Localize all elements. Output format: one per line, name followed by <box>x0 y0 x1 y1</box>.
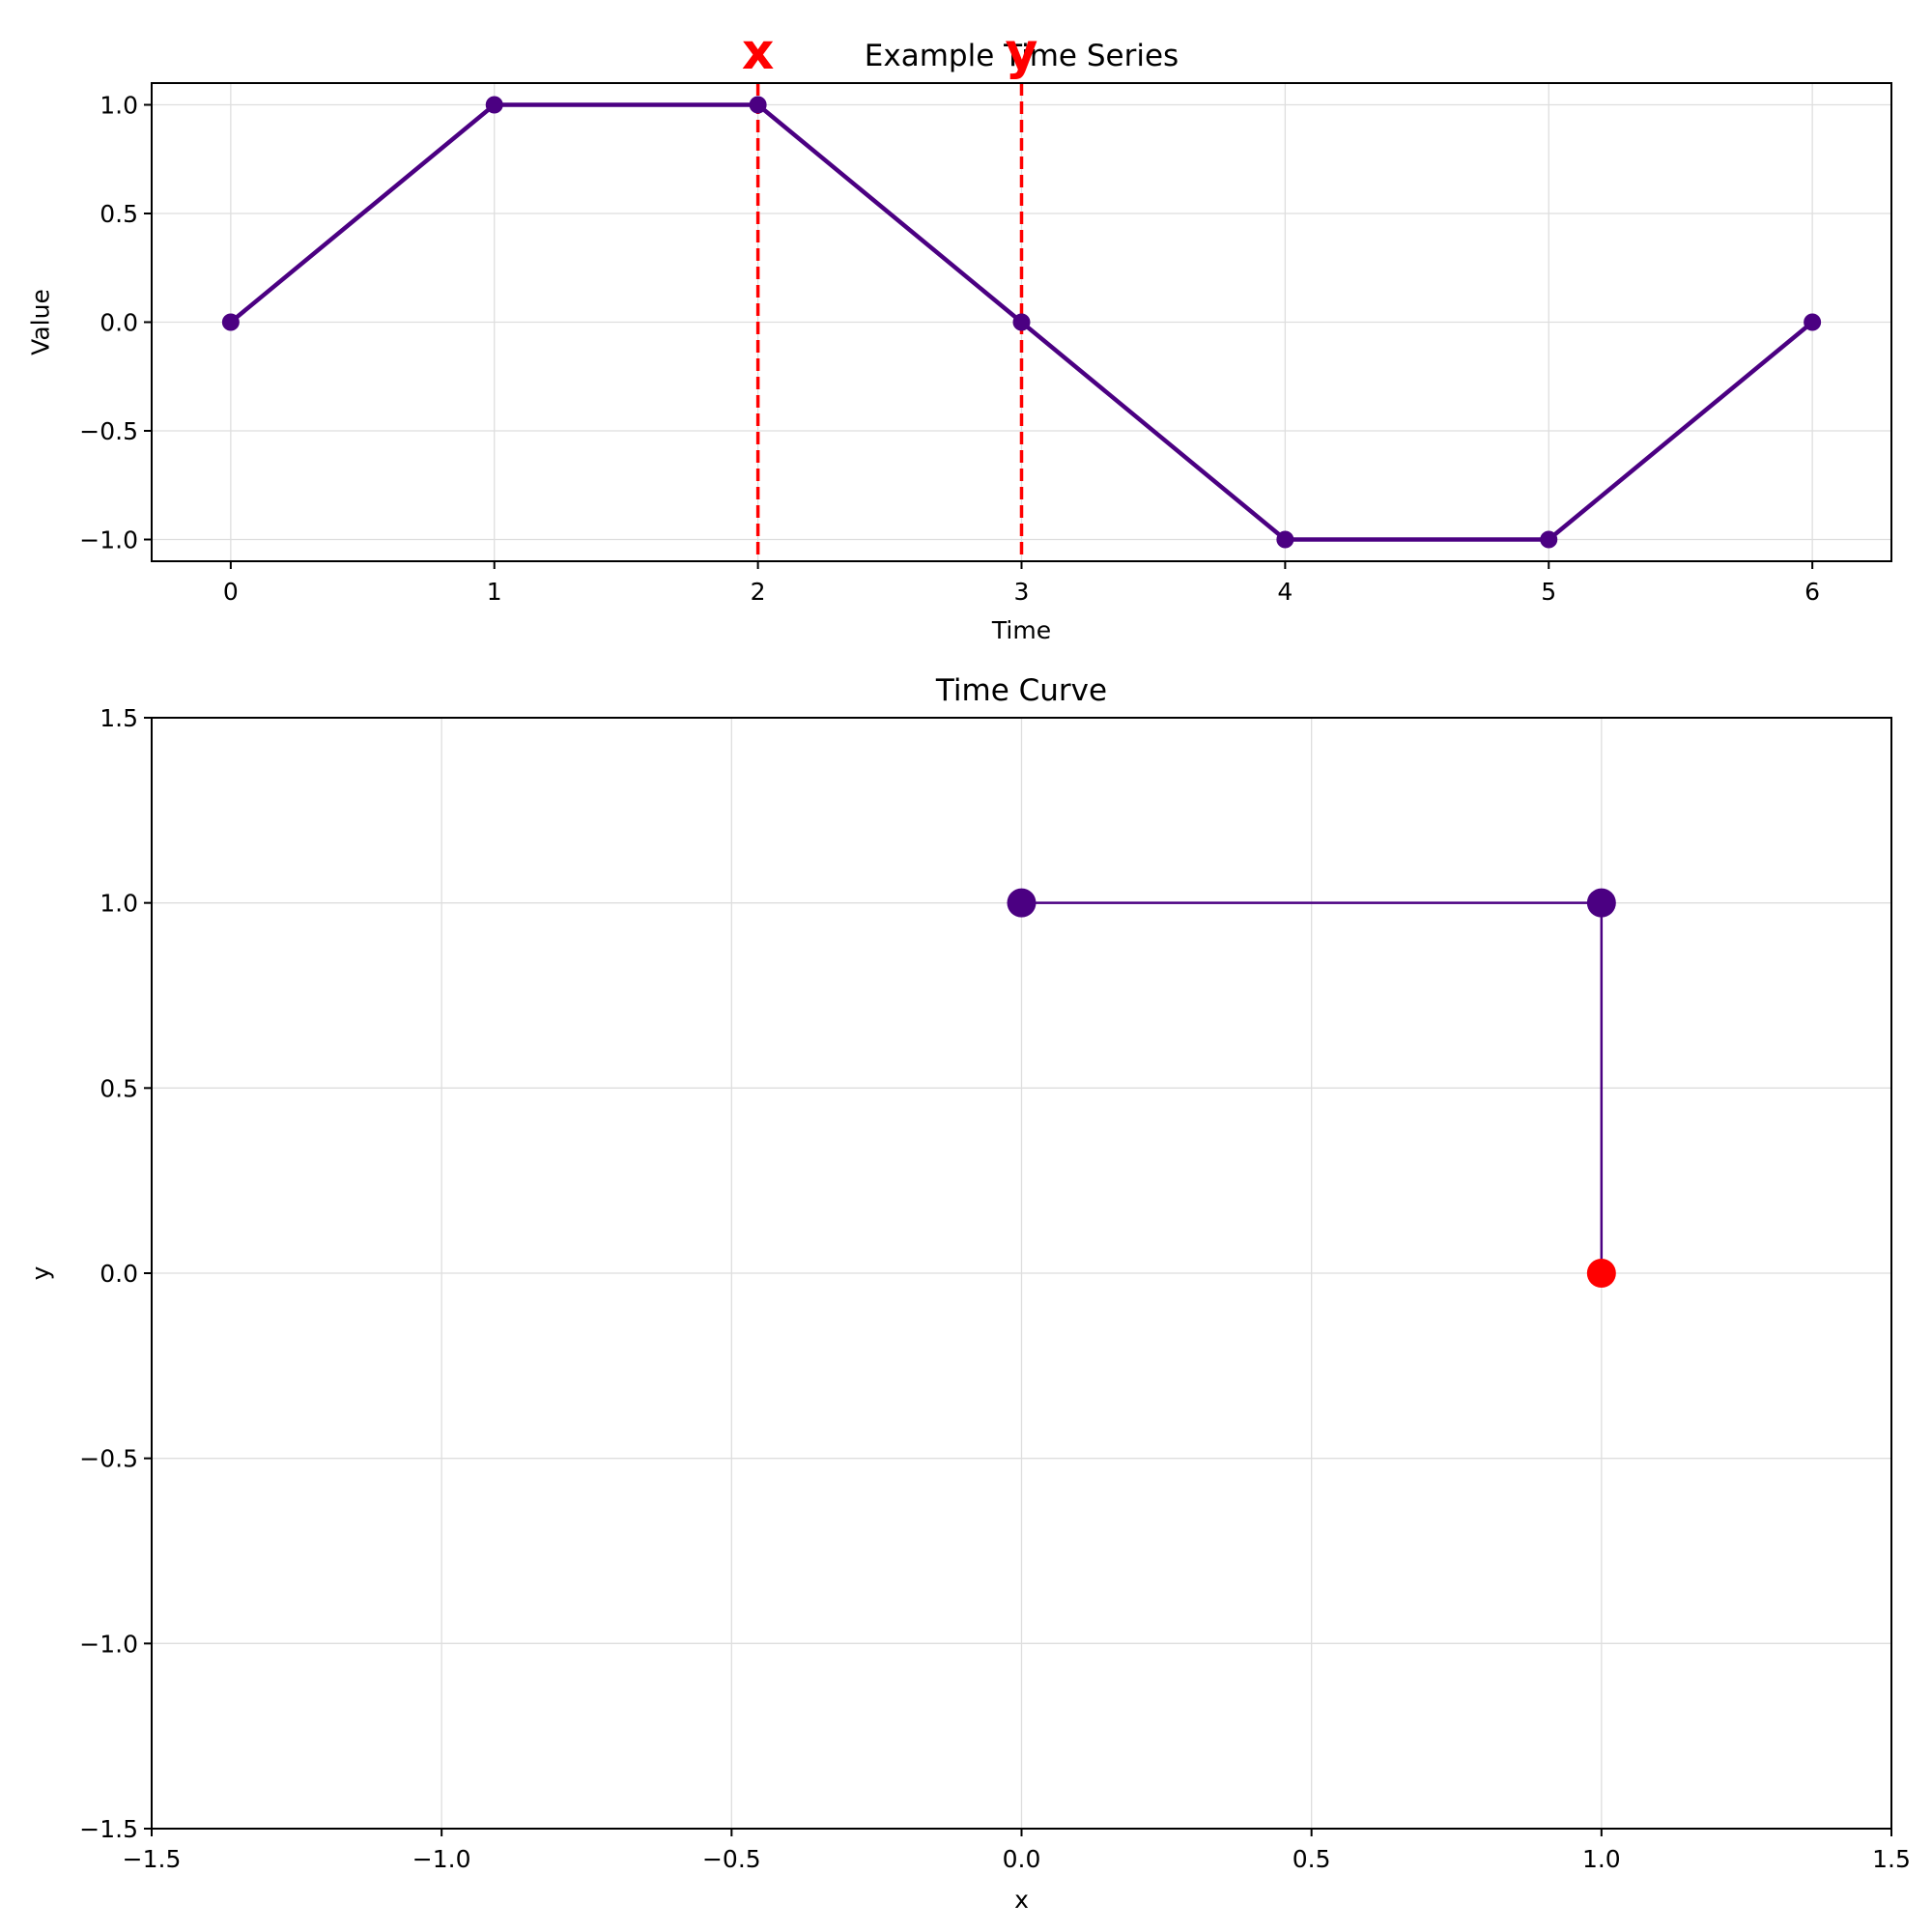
x-tick-label: 1.5 <box>1872 1845 1911 1873</box>
data-point <box>1804 313 1822 331</box>
y-axis-label: y <box>27 1265 55 1280</box>
chart-title: Time Curve <box>935 673 1107 708</box>
data-point <box>1586 888 1616 918</box>
y-tick-label: 1.0 <box>99 92 138 120</box>
x-tick-label: 3 <box>1014 578 1030 606</box>
y-tick-label: −1.5 <box>79 1815 138 1843</box>
x-tick-label: 6 <box>1804 578 1820 606</box>
y-axis-label: Value <box>27 289 55 355</box>
data-point <box>1540 530 1558 549</box>
data-point <box>221 313 240 331</box>
x-tick-label: −0.5 <box>702 1845 761 1873</box>
data-point <box>1276 530 1294 549</box>
y-tick-label: −1.0 <box>79 1630 138 1658</box>
x-tick-label: −1.5 <box>123 1845 182 1873</box>
y-tick-label: 0.0 <box>99 309 138 337</box>
x-axis-label: x <box>1014 1886 1029 1914</box>
y-tick-label: −1.0 <box>79 526 138 554</box>
y-tick-label: 0.5 <box>99 1074 138 1102</box>
time-curve-chart: −1.5 −1.0 −0.5 0.0 0.5 1.0 1.5 −1.5 −1.0 −0.5 0.0 0… <box>27 673 1911 1914</box>
time-series-chart: 0 1 2 3 4 5 6 −1.0 −0.5 0.0 0.5 1.0 Time Value Example… <box>27 23 1892 644</box>
reference-line-label: x <box>742 23 775 81</box>
chart-title: Example Time Series <box>865 39 1179 73</box>
y-tick-label: 0.0 <box>99 1260 138 1288</box>
y-tick-label: 1.5 <box>99 704 138 732</box>
data-point <box>749 96 767 114</box>
data-point <box>1012 313 1031 331</box>
y-tick-label: −0.5 <box>79 417 138 445</box>
x-tick-label: −1.0 <box>412 1845 471 1873</box>
y-tick-label: −0.5 <box>79 1445 138 1473</box>
x-tick-label: 2 <box>751 578 766 606</box>
data-point <box>1007 888 1037 918</box>
y-tick-label: 1.0 <box>99 890 138 918</box>
reference-line-label: y <box>1006 23 1038 81</box>
x-tick-label: 1.0 <box>1582 1845 1621 1873</box>
data-point <box>485 96 503 114</box>
x-tick-label: 4 <box>1277 578 1293 606</box>
x-tick-label: 0.0 <box>1003 1845 1041 1873</box>
x-axis-label: Time <box>991 616 1051 644</box>
x-tick-label: 1 <box>487 578 502 606</box>
x-tick-label: 0 <box>223 578 239 606</box>
y-tick-label: 0.5 <box>99 200 138 228</box>
data-point <box>1586 1259 1616 1288</box>
x-tick-label: 0.5 <box>1293 1845 1331 1873</box>
x-tick-label: 5 <box>1541 578 1556 606</box>
